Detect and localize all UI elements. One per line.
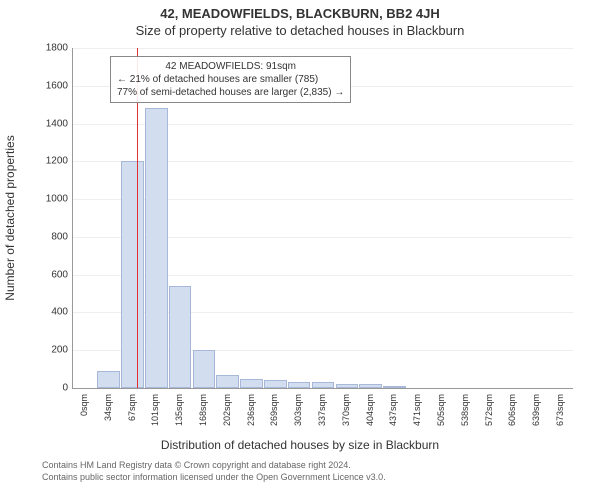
x-tick-label: 437sqm: [388, 394, 398, 426]
x-tick-label: 303sqm: [293, 394, 303, 426]
y-tick-label: 1800: [40, 43, 68, 54]
address-title: 42, MEADOWFIELDS, BLACKBURN, BB2 4JH: [0, 0, 600, 21]
bar: [216, 375, 239, 388]
x-tick-label: 135sqm: [174, 394, 184, 426]
chart-container: 42, MEADOWFIELDS, BLACKBURN, BB2 4JH Siz…: [0, 0, 600, 500]
x-tick-label: 202sqm: [222, 394, 232, 426]
bar: [169, 286, 192, 388]
x-tick-label: 639sqm: [531, 394, 541, 426]
x-tick-label: 404sqm: [365, 394, 375, 426]
y-tick-label: 600: [40, 269, 68, 280]
x-tick-label: 0sqm: [79, 394, 89, 416]
x-tick-label: 572sqm: [484, 394, 494, 426]
x-tick-label: 606sqm: [507, 394, 517, 426]
bar: [288, 382, 311, 388]
x-tick-label: 101sqm: [150, 394, 160, 426]
x-tick-label: 34sqm: [103, 394, 113, 421]
y-tick-label: 800: [40, 231, 68, 242]
x-tick-label: 471sqm: [412, 394, 422, 426]
x-tick-label: 67sqm: [127, 394, 137, 421]
x-tick-label: 370sqm: [341, 394, 351, 426]
annotation-box: 42 MEADOWFIELDS: 91sqm ← 21% of detached…: [110, 56, 351, 103]
bar: [312, 382, 335, 388]
x-tick-label: 168sqm: [198, 394, 208, 426]
bar: [145, 108, 168, 388]
footer-line1: Contains HM Land Registry data © Crown c…: [42, 460, 386, 472]
x-tick-label: 673sqm: [555, 394, 565, 426]
chart-subtitle: Size of property relative to detached ho…: [0, 21, 600, 38]
x-tick-label: 538sqm: [460, 394, 470, 426]
annotation-line2: ← 21% of detached houses are smaller (78…: [117, 73, 344, 86]
x-axis-label: Distribution of detached houses by size …: [0, 438, 600, 452]
x-tick-label: 236sqm: [246, 394, 256, 426]
footer: Contains HM Land Registry data © Crown c…: [42, 460, 386, 483]
bar: [359, 384, 382, 388]
x-tick-label: 269sqm: [269, 394, 279, 426]
y-tick-label: 1400: [40, 118, 68, 129]
y-tick-label: 200: [40, 345, 68, 356]
bar: [264, 380, 287, 388]
x-tick-label: 505sqm: [436, 394, 446, 426]
y-tick-label: 1000: [40, 194, 68, 205]
y-axis-label: Number of detached properties: [3, 135, 17, 300]
bar: [121, 161, 144, 388]
y-tick-label: 0: [40, 383, 68, 394]
gridline: [73, 48, 573, 49]
bar: [383, 386, 406, 388]
y-tick-label: 400: [40, 307, 68, 318]
bar: [193, 350, 216, 388]
bar: [240, 379, 263, 388]
y-tick-label: 1200: [40, 156, 68, 167]
bar: [336, 384, 359, 388]
y-tick-label: 1600: [40, 80, 68, 91]
annotation-line3: 77% of semi-detached houses are larger (…: [117, 86, 344, 99]
x-tick-label: 337sqm: [317, 394, 327, 426]
bar: [97, 371, 120, 388]
annotation-line1: 42 MEADOWFIELDS: 91sqm: [117, 60, 344, 73]
footer-line2: Contains public sector information licen…: [42, 472, 386, 484]
